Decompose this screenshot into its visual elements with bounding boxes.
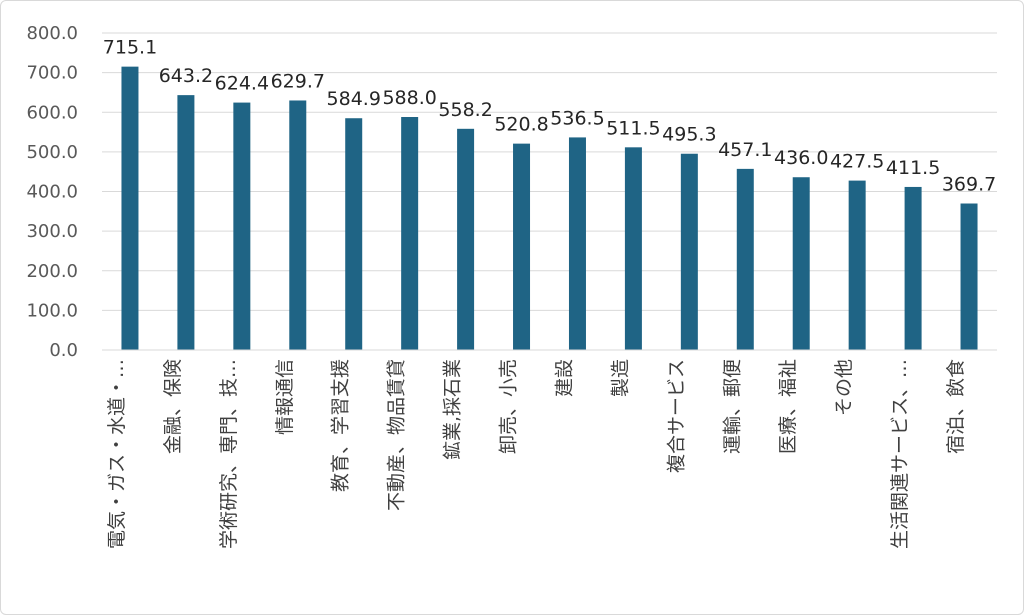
data-label: 495.3 xyxy=(662,124,716,146)
y-tick-label: 100.0 xyxy=(26,300,78,321)
y-tick-label: 700.0 xyxy=(26,63,78,84)
data-label: 457.1 xyxy=(718,139,772,161)
bar xyxy=(177,95,195,351)
bar xyxy=(121,66,139,350)
y-tick-label: 400.0 xyxy=(26,182,78,203)
bar xyxy=(680,153,698,350)
y-tick-label: 500.0 xyxy=(26,142,78,163)
category-label: 製造 xyxy=(609,359,631,397)
bar xyxy=(289,100,307,350)
data-label: 536.5 xyxy=(550,107,604,129)
data-label: 436.0 xyxy=(774,147,828,169)
gridlines xyxy=(102,32,997,311)
y-tick-label: 600.0 xyxy=(26,102,78,123)
y-tick-label: 200.0 xyxy=(26,261,78,282)
data-label: 643.2 xyxy=(159,65,213,87)
bar xyxy=(736,168,754,350)
category-labels: 電気・ガス・水道・… 金融、保険 学術研究、専門、技… 情報通信 教育、学習支援 不動産、… xyxy=(106,359,967,549)
y-tick-label: 300.0 xyxy=(26,221,78,242)
bar xyxy=(345,118,363,351)
category-label: 運輸、郵便 xyxy=(721,359,743,454)
category-label: 鉱業,採石業 xyxy=(442,359,464,460)
category-label: 複合サービス xyxy=(665,359,687,473)
category-label: 建設 xyxy=(553,359,575,397)
category-label: 情報通信 xyxy=(274,359,296,435)
y-axis-tick-labels: 0.0 100.0 200.0 300.0 400.0 500.0 600.0 700.0 80… xyxy=(26,23,78,361)
category-label: 学術研究、専門、技… xyxy=(218,359,240,549)
bar xyxy=(457,128,475,350)
bar xyxy=(960,203,978,350)
data-label: 715.1 xyxy=(103,37,157,59)
data-label: 588.0 xyxy=(382,87,436,109)
category-label: 宿泊、飲食 xyxy=(945,359,967,454)
category-label: 卸売、小売 xyxy=(498,359,520,454)
y-tick-label: 0.0 xyxy=(49,340,78,361)
data-label: 520.8 xyxy=(494,114,548,136)
category-label: 生活関連サービス、… xyxy=(889,359,911,549)
category-label: 医療、福祉 xyxy=(777,359,799,454)
data-label: 624.4 xyxy=(215,73,269,95)
data-label: 427.5 xyxy=(830,151,884,173)
bar xyxy=(624,147,642,350)
data-label: 369.7 xyxy=(942,174,996,196)
category-label: その他 xyxy=(833,359,855,416)
bar xyxy=(904,186,922,350)
bars xyxy=(121,66,978,351)
data-label: 511.5 xyxy=(606,117,660,139)
bar xyxy=(792,177,810,350)
data-label: 411.5 xyxy=(886,157,940,179)
bar xyxy=(233,102,251,350)
bar xyxy=(401,117,419,350)
data-label: 558.2 xyxy=(438,99,492,121)
category-label: 教育、学習支援 xyxy=(330,359,352,492)
y-tick-label: 800.0 xyxy=(26,23,78,44)
category-label: 金融、保険 xyxy=(162,359,184,454)
data-label: 584.9 xyxy=(327,88,381,110)
bar xyxy=(568,137,586,350)
data-label: 629.7 xyxy=(271,70,325,92)
bar xyxy=(848,180,866,350)
bar xyxy=(513,143,531,350)
category-label: 不動産、物品賃貸 xyxy=(386,359,408,511)
category-label: 電気・ガス・水道・… xyxy=(106,359,128,549)
